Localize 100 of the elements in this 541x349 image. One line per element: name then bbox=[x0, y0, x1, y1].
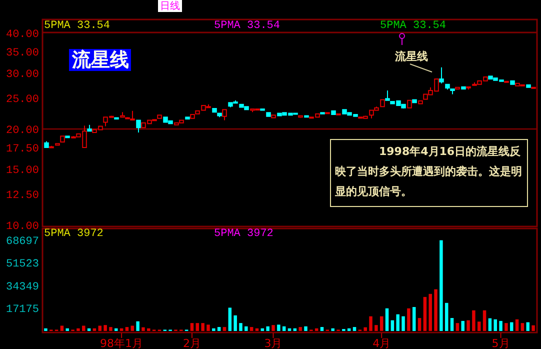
bar bbox=[266, 326, 270, 331]
bar bbox=[44, 328, 48, 331]
y-tick-label: 40.00 bbox=[6, 29, 39, 41]
candlestick bbox=[60, 136, 65, 143]
candlestick bbox=[510, 80, 515, 85]
bar bbox=[222, 327, 226, 331]
candlestick bbox=[412, 99, 417, 104]
bar bbox=[109, 327, 112, 331]
bar bbox=[320, 327, 324, 331]
candlestick bbox=[407, 100, 412, 108]
bar bbox=[142, 327, 145, 331]
bar bbox=[114, 328, 118, 331]
bar bbox=[82, 326, 86, 331]
bar bbox=[461, 320, 464, 331]
bar bbox=[272, 325, 275, 331]
bar bbox=[331, 328, 334, 331]
bar bbox=[466, 320, 470, 331]
candlestick bbox=[450, 88, 455, 95]
candlestick bbox=[55, 143, 60, 146]
bar bbox=[526, 322, 530, 331]
bar bbox=[407, 308, 410, 331]
bar bbox=[499, 320, 502, 331]
candlestick bbox=[385, 90, 390, 101]
bar bbox=[472, 310, 476, 331]
candlestick bbox=[526, 84, 531, 88]
bar bbox=[239, 323, 242, 331]
candlestick bbox=[65, 136, 70, 138]
annotation: 5PMA 3972 bbox=[214, 228, 274, 240]
bar bbox=[196, 323, 200, 331]
bar bbox=[374, 325, 378, 331]
y-tick-label: 12.50 bbox=[6, 190, 39, 202]
y-tick-label: 25.00 bbox=[6, 94, 39, 106]
bar bbox=[412, 307, 416, 331]
candlestick bbox=[266, 112, 271, 117]
y-tick-label: 30.00 bbox=[6, 68, 39, 81]
annotation: 流星线 bbox=[394, 50, 428, 63]
bar bbox=[217, 327, 221, 331]
bar bbox=[444, 302, 448, 331]
bar bbox=[456, 323, 460, 331]
bar bbox=[304, 326, 308, 331]
text: 5PMA 33.54 bbox=[380, 20, 446, 32]
x-tick-label: 4月 bbox=[372, 337, 391, 349]
y-tick-label: 15.00 bbox=[6, 164, 39, 177]
x-tick-label: 5月 bbox=[492, 337, 510, 349]
candlestick bbox=[445, 84, 450, 90]
bar bbox=[423, 296, 427, 331]
y-tick-label: 10.00 bbox=[6, 221, 39, 233]
candlestick bbox=[331, 110, 336, 116]
x-tick-label: 2月 bbox=[182, 337, 201, 349]
y-tick-label: 34349 bbox=[6, 282, 39, 294]
bar bbox=[76, 328, 80, 331]
bar bbox=[125, 327, 129, 331]
bar bbox=[434, 289, 438, 331]
candlestick bbox=[504, 80, 509, 83]
bar bbox=[104, 325, 107, 331]
annotation: 流星线 bbox=[71, 49, 129, 71]
bar bbox=[385, 308, 389, 331]
candlestick bbox=[455, 86, 460, 90]
bar bbox=[396, 314, 400, 331]
candlestick bbox=[466, 86, 471, 90]
bar bbox=[482, 310, 486, 331]
bar bbox=[520, 323, 524, 331]
bar bbox=[515, 319, 519, 331]
text: 5PMA 33.54 bbox=[44, 20, 110, 32]
bar bbox=[250, 327, 254, 331]
y-tick-label: 68697 bbox=[6, 236, 39, 248]
bar bbox=[60, 326, 64, 331]
candlestick bbox=[271, 114, 276, 118]
bar bbox=[212, 328, 216, 331]
x-tick-label: 3月 bbox=[264, 337, 282, 349]
candlestick bbox=[212, 108, 217, 113]
text: 5PMA 33.54 bbox=[214, 20, 280, 32]
bar bbox=[477, 322, 481, 331]
y-tick-label: 35.00 bbox=[6, 47, 39, 60]
annotation: 1998年4月16日的流星线反映了当时多头所遭遇到的袭击。这是明显的见顶信号。 bbox=[330, 139, 528, 207]
candlestick bbox=[87, 124, 92, 132]
candlestick bbox=[222, 109, 227, 121]
bar bbox=[277, 324, 280, 331]
x-tick-label: 98年1月 bbox=[100, 337, 144, 349]
bar bbox=[380, 316, 384, 331]
bar bbox=[369, 316, 372, 331]
bar bbox=[228, 308, 232, 331]
candlestick bbox=[217, 112, 222, 118]
y-tick-label: 20.00 bbox=[6, 125, 39, 137]
candlestick bbox=[439, 66, 444, 84]
bar bbox=[418, 318, 422, 331]
bar bbox=[532, 325, 535, 331]
bar bbox=[130, 326, 134, 331]
bar bbox=[298, 327, 302, 331]
bar bbox=[428, 294, 432, 331]
candlestick bbox=[44, 140, 49, 148]
y-tick-label: 17175 bbox=[6, 304, 39, 316]
bar bbox=[190, 323, 194, 331]
bar bbox=[488, 318, 492, 331]
candlestick bbox=[157, 114, 162, 119]
bar bbox=[201, 323, 204, 331]
bar bbox=[206, 324, 210, 331]
bar bbox=[282, 326, 286, 331]
bar bbox=[402, 316, 405, 331]
candlestick bbox=[418, 100, 423, 104]
